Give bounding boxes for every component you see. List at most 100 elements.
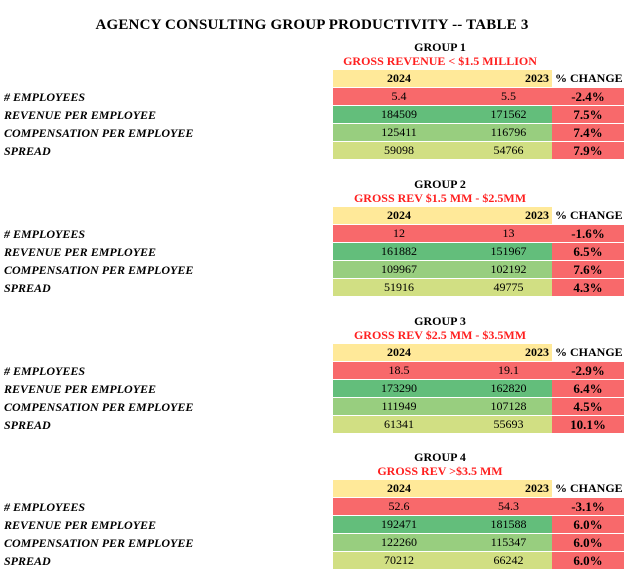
cell-change: -2.4% <box>552 88 624 105</box>
cell-change: 10.1% <box>552 416 624 433</box>
cell-2023: 162820 <box>465 380 552 397</box>
cell-2023: 49775 <box>465 279 552 296</box>
row-compensation: COMPENSATION PER EMPLOYEE 125411 116796 … <box>0 124 624 142</box>
cell-2023: 5.5 <box>465 88 552 105</box>
col-header-change: % CHANGE <box>552 70 624 87</box>
row-spread: SPREAD 59098 54766 7.9% <box>0 142 624 160</box>
cell-change: 6.0% <box>552 516 624 533</box>
col-header-change: % CHANGE <box>552 344 624 361</box>
cell-2024: 18.5 <box>333 362 465 379</box>
cell-change: 6.5% <box>552 243 624 260</box>
page-title: AGENCY CONSULTING GROUP PRODUCTIVITY -- … <box>95 17 529 33</box>
row-employees: # EMPLOYEES 18.5 19.1 -2.9% <box>0 362 624 380</box>
col-header-2023: 2023 <box>465 207 552 224</box>
row-revenue: REVENUE PER EMPLOYEE 173290 162820 6.4% <box>0 380 624 398</box>
group-table-2: GROUP 2 GROSS REV $1.5 MM - $2.5MM 2024 … <box>0 177 624 297</box>
cell-2023: 151967 <box>465 243 552 260</box>
row-label: REVENUE PER EMPLOYEE <box>4 518 157 532</box>
col-header-2024: 2024 <box>333 480 465 497</box>
col-header-change: % CHANGE <box>552 207 624 224</box>
cell-change: -3.1% <box>552 498 624 515</box>
cell-2024: 12 <box>333 225 465 242</box>
cell-2023: 102192 <box>465 261 552 278</box>
col-header-2024: 2024 <box>333 344 465 361</box>
row-label: SPREAD <box>4 554 51 568</box>
col-header-change: % CHANGE <box>552 480 624 497</box>
cell-2024: 161882 <box>333 243 465 260</box>
group-subtitle: GROSS REV $1.5 MM - $2.5MM <box>353 191 527 205</box>
cell-change: 7.9% <box>552 142 624 159</box>
row-label: # EMPLOYEES <box>4 500 86 514</box>
cell-change: 6.4% <box>552 380 624 397</box>
row-employees: # EMPLOYEES 12 13 -1.6% <box>0 225 624 243</box>
row-label: COMPENSATION PER EMPLOYEE <box>4 126 194 140</box>
row-compensation: COMPENSATION PER EMPLOYEE 122260 115347 … <box>0 534 624 552</box>
cell-change: 7.6% <box>552 261 624 278</box>
cell-2023: 19.1 <box>465 362 552 379</box>
group-subtitle: GROSS REV >$3.5 MM <box>377 464 503 478</box>
row-label: SPREAD <box>4 144 51 158</box>
group-table-3: GROUP 3 GROSS REV $2.5 MM - $3.5MM 2024 … <box>0 314 624 434</box>
cell-2024: 109967 <box>333 261 465 278</box>
col-header-2023: 2023 <box>465 70 552 87</box>
group-name: GROUP 3 <box>414 314 466 328</box>
cell-change: 4.5% <box>552 398 624 415</box>
row-spread: SPREAD 51916 49775 4.3% <box>0 279 624 297</box>
col-header-2024: 2024 <box>333 207 465 224</box>
group-subtitle: GROSS REVENUE < $1.5 MILLION <box>343 54 537 68</box>
cell-2024: 59098 <box>333 142 465 159</box>
col-header-2023: 2023 <box>465 344 552 361</box>
cell-2023: 116796 <box>465 124 552 141</box>
cell-2024: 51916 <box>333 279 465 296</box>
row-label: REVENUE PER EMPLOYEE <box>4 382 157 396</box>
row-label: COMPENSATION PER EMPLOYEE <box>4 536 194 550</box>
cell-2023: 66242 <box>465 552 552 569</box>
row-revenue: REVENUE PER EMPLOYEE 184509 171562 7.5% <box>0 106 624 124</box>
row-label: SPREAD <box>4 281 51 295</box>
cell-2024: 5.4 <box>333 88 465 105</box>
row-revenue: REVENUE PER EMPLOYEE 161882 151967 6.5% <box>0 243 624 261</box>
row-label: REVENUE PER EMPLOYEE <box>4 108 157 122</box>
cell-2024: 173290 <box>333 380 465 397</box>
row-label: REVENUE PER EMPLOYEE <box>4 245 157 259</box>
cell-2023: 171562 <box>465 106 552 123</box>
row-label: COMPENSATION PER EMPLOYEE <box>4 263 194 277</box>
cell-2024: 61341 <box>333 416 465 433</box>
cell-change: 4.3% <box>552 279 624 296</box>
group-name: GROUP 2 <box>414 177 466 191</box>
cell-change: 6.0% <box>552 552 624 569</box>
cell-2023: 54766 <box>465 142 552 159</box>
cell-change: -2.9% <box>552 362 624 379</box>
row-employees: # EMPLOYEES 5.4 5.5 -2.4% <box>0 88 624 106</box>
row-spread: SPREAD 61341 55693 10.1% <box>0 416 624 434</box>
group-subtitle: GROSS REV $2.5 MM - $3.5MM <box>353 328 527 342</box>
cell-2023: 13 <box>465 225 552 242</box>
group-name: GROUP 1 <box>414 40 466 54</box>
row-spread: SPREAD 70212 66242 6.0% <box>0 552 624 570</box>
cell-2023: 115347 <box>465 534 552 551</box>
cell-2024: 70212 <box>333 552 465 569</box>
row-label: # EMPLOYEES <box>4 90 86 104</box>
col-header-2024: 2024 <box>333 70 465 87</box>
cell-change: 7.4% <box>552 124 624 141</box>
cell-2023: 55693 <box>465 416 552 433</box>
cell-2024: 52.6 <box>333 498 465 515</box>
group-name: GROUP 4 <box>414 450 466 464</box>
row-label: # EMPLOYEES <box>4 364 86 378</box>
cell-2024: 111949 <box>333 398 465 415</box>
row-compensation: COMPENSATION PER EMPLOYEE 111949 107128 … <box>0 398 624 416</box>
row-employees: # EMPLOYEES 52.6 54.3 -3.1% <box>0 498 624 516</box>
col-header-2023: 2023 <box>465 480 552 497</box>
cell-2023: 54.3 <box>465 498 552 515</box>
row-revenue: REVENUE PER EMPLOYEE 192471 181588 6.0% <box>0 516 624 534</box>
group-table-1: GROUP 1 GROSS REVENUE < $1.5 MILLION 202… <box>0 40 624 160</box>
cell-2024: 192471 <box>333 516 465 533</box>
cell-2023: 107128 <box>465 398 552 415</box>
row-compensation: COMPENSATION PER EMPLOYEE 109967 102192 … <box>0 261 624 279</box>
cell-2024: 122260 <box>333 534 465 551</box>
row-label: COMPENSATION PER EMPLOYEE <box>4 400 194 414</box>
cell-change: 6.0% <box>552 534 624 551</box>
row-label: # EMPLOYEES <box>4 227 86 241</box>
group-table-4: GROUP 4 GROSS REV >$3.5 MM 2024 2023 % C… <box>0 450 624 570</box>
cell-2024: 184509 <box>333 106 465 123</box>
